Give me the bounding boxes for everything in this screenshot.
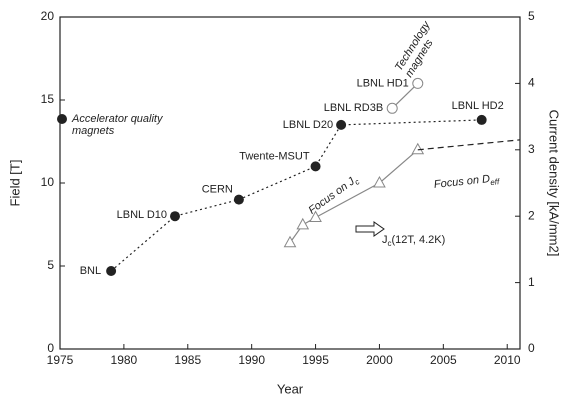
point: [233, 194, 244, 205]
series-line: [417, 139, 521, 151]
series-line: [289, 149, 419, 244]
x-tick-label: 1985: [174, 353, 201, 367]
y2-tick-label: 1: [528, 275, 535, 289]
x-tick-label: 2005: [430, 353, 457, 367]
y-axis-label: Field [T]: [7, 160, 22, 207]
point-label: CERN: [202, 184, 233, 196]
annotation-sub: c: [388, 239, 392, 248]
point: [386, 102, 398, 114]
name-line: Accelerator quality: [71, 113, 164, 125]
x-tick-label: 1990: [238, 353, 265, 367]
point-label: LBNL HD1: [357, 77, 409, 89]
x-tick-label: 1980: [111, 353, 138, 367]
y-tick-label: 5: [47, 258, 54, 272]
y-tick-label: 10: [41, 175, 55, 189]
point: [373, 175, 386, 188]
point: [170, 211, 180, 222]
series-name: Focus on Deff: [433, 172, 500, 193]
annotation-rest: (12T, 4.2K): [392, 234, 446, 246]
x-tick-label: 2010: [494, 353, 521, 367]
legend-label: Accelerator quality magnets: [71, 113, 164, 137]
x-tick-label: 1975: [47, 353, 74, 367]
point: [412, 77, 424, 89]
series-line: [110, 119, 482, 272]
point: [296, 217, 310, 230]
point-label: LBNL RD3B: [324, 102, 384, 114]
series-line: [391, 82, 419, 109]
y-tick-label: 0: [47, 341, 54, 355]
point: [283, 235, 297, 248]
y2-tick-label: 4: [528, 76, 535, 90]
y-tick-label: 20: [41, 9, 55, 23]
y2-tick-label: 2: [528, 208, 535, 222]
series-name: Technologymagnets: [393, 18, 444, 79]
x-axis-label: Year: [277, 381, 304, 396]
y2-tick-label: 5: [528, 9, 535, 23]
legend-marker: [57, 114, 67, 124]
y2-axis-label: Current density [kA/mm2]: [547, 110, 562, 257]
point-label: BNL: [80, 265, 101, 277]
y-tick-label: 15: [41, 92, 55, 106]
name-sub: eff: [490, 177, 501, 187]
point: [309, 210, 322, 223]
point: [106, 265, 117, 276]
point-label: LBNL D10: [117, 209, 167, 221]
point-label: LBNL D20: [283, 119, 333, 131]
y2-tick-label: 3: [528, 142, 535, 156]
name-sub: c: [353, 177, 362, 187]
x-tick-label: 1995: [302, 353, 329, 367]
series-name: Focus on Jc: [306, 173, 361, 218]
name-line: magnets: [72, 125, 115, 137]
point: [411, 142, 425, 155]
y2-tick-label: 0: [528, 341, 535, 355]
x-tick-label: 2000: [366, 353, 393, 367]
point: [310, 161, 321, 172]
point-label: Twente-MSUT: [239, 150, 310, 162]
point: [336, 119, 347, 130]
point: [476, 114, 487, 125]
annotation-arrow: [355, 221, 385, 237]
annotation: Jc(12T, 4.2K): [382, 234, 445, 248]
point-label: LBNL HD2: [452, 100, 504, 112]
